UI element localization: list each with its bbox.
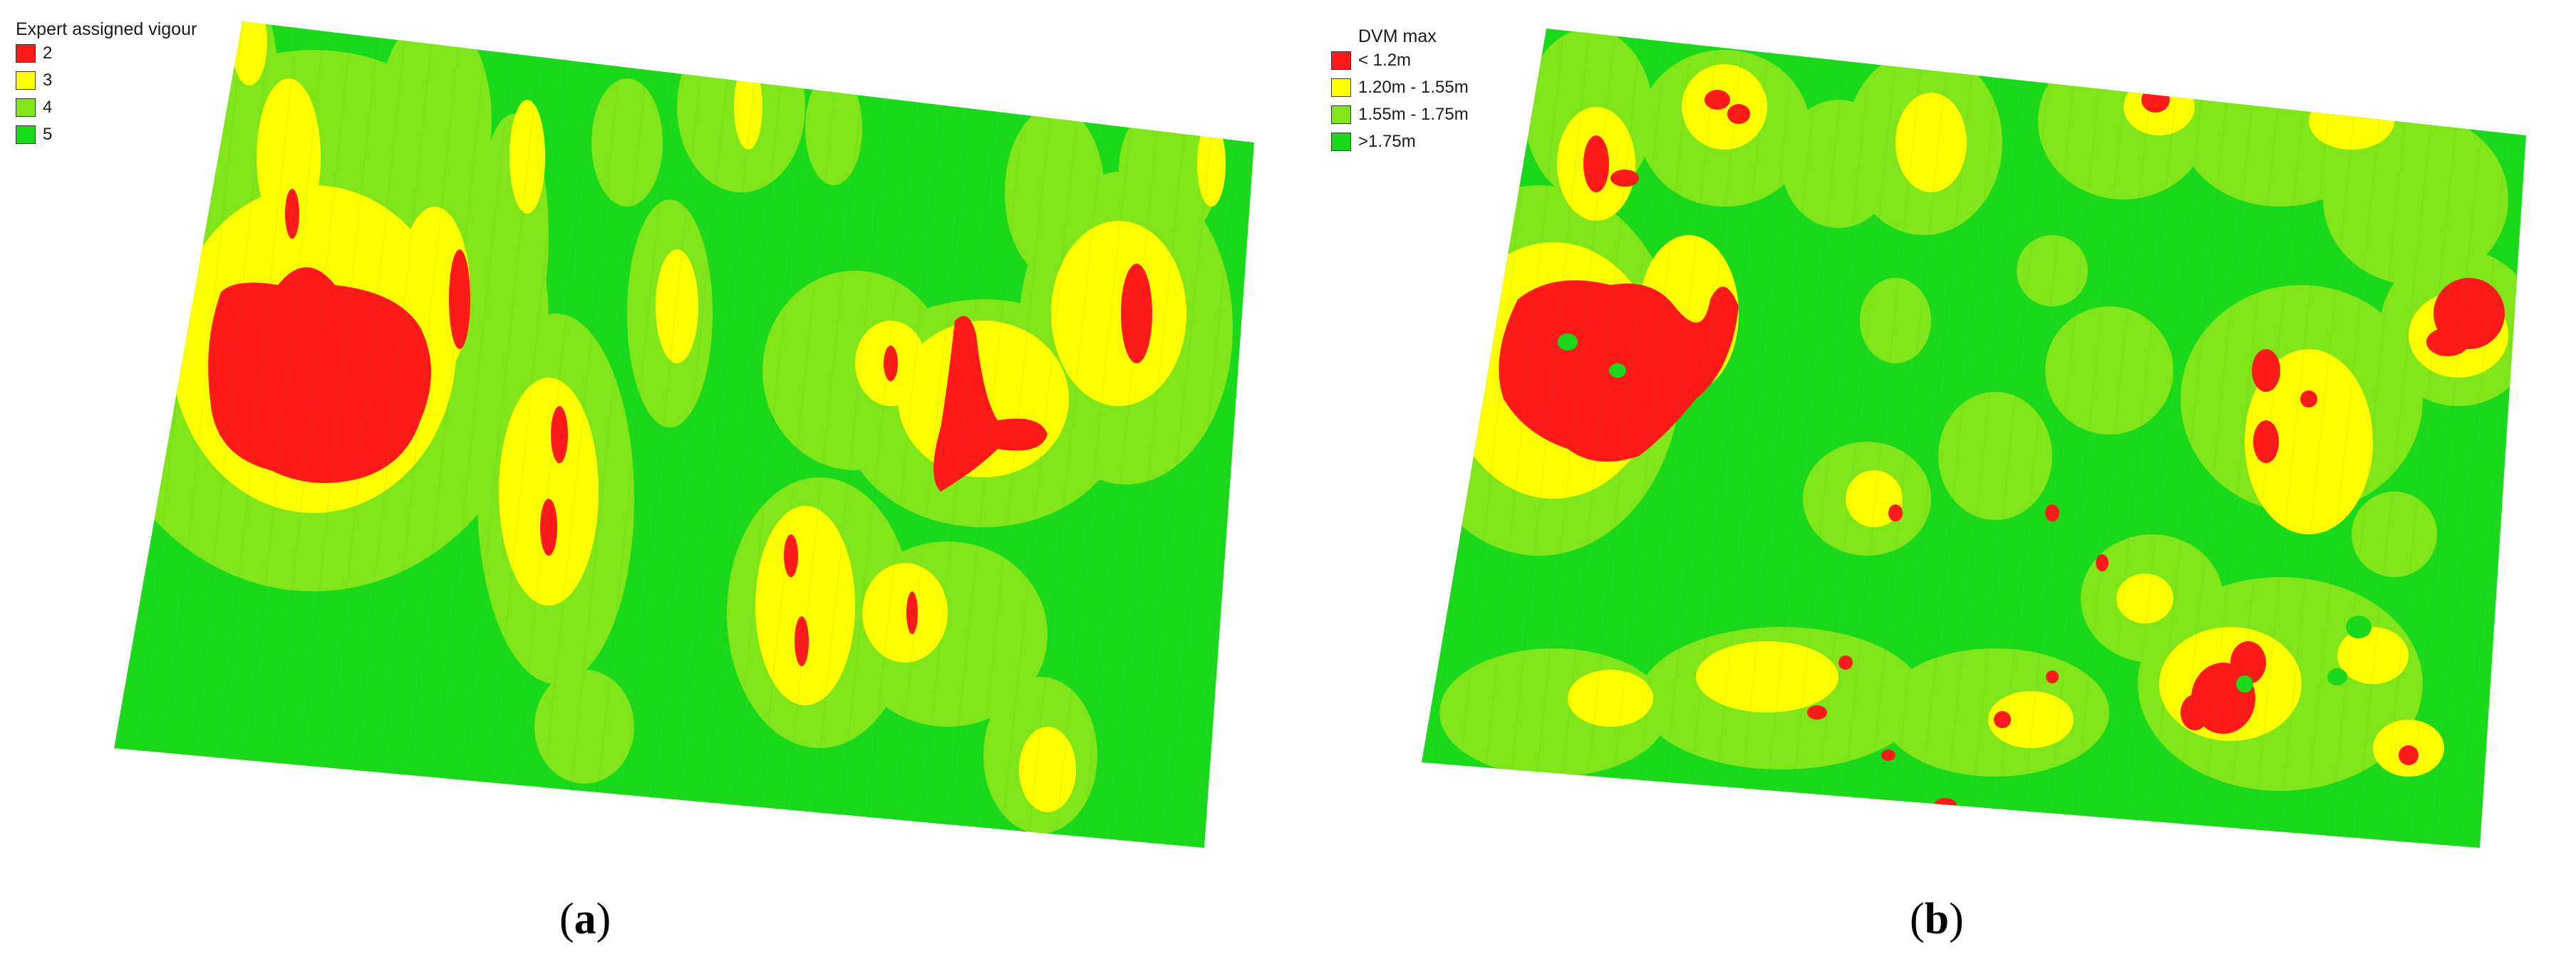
vine-rows-a <box>114 21 1254 848</box>
legend-item-b-3: 1.55m - 1.75m <box>1331 101 1469 128</box>
caption-b-letter: b <box>1924 895 1950 943</box>
legend-a: Expert assigned vigour 2 3 4 5 <box>16 19 197 148</box>
caption-b: (b) <box>1910 894 1964 945</box>
legend-swatch-b-3 <box>1331 105 1351 124</box>
vigour-map-a <box>114 21 1254 848</box>
legend-label-a-4: 5 <box>43 125 53 144</box>
legend-label-a-3: 4 <box>43 98 53 117</box>
legend-swatch-a-2 <box>16 71 36 90</box>
legend-item-b-2: 1.20m - 1.55m <box>1331 74 1469 101</box>
legend-label-b-3: 1.55m - 1.75m <box>1358 105 1469 124</box>
legend-title-b: DVM max <box>1358 26 1437 46</box>
legend-label-b-2: 1.20m - 1.55m <box>1358 78 1469 97</box>
caption-a-open: ( <box>559 895 574 943</box>
caption-b-open: ( <box>1910 895 1925 943</box>
legend-item-a-3: 4 <box>16 94 197 121</box>
legend-label-a-1: 2 <box>43 43 53 63</box>
caption-a-letter: a <box>574 895 596 943</box>
panel-b: DVM max < 1.2m 1.20m - 1.55m 1.55m - 1.7… <box>1283 0 2576 964</box>
legend-item-a-1: 2 <box>16 40 197 67</box>
legend-label-b-1: < 1.2m <box>1358 51 1412 70</box>
legend-swatch-a-4 <box>16 125 36 144</box>
legend-item-b-4: >1.75m <box>1331 128 1469 155</box>
legend-item-a-4: 5 <box>16 121 197 148</box>
vine-rows-b <box>1422 28 2526 848</box>
dvm-map-b <box>1422 28 2526 848</box>
legend-label-b-4: >1.75m <box>1358 132 1416 151</box>
legend-swatch-a-1 <box>16 44 36 63</box>
caption-a: (a) <box>559 894 611 945</box>
legend-swatch-a-3 <box>16 98 36 117</box>
legend-b: DVM max < 1.2m 1.20m - 1.55m 1.55m - 1.7… <box>1331 26 1469 155</box>
legend-item-a-2: 3 <box>16 67 197 94</box>
legend-item-b-1: < 1.2m <box>1331 47 1469 74</box>
legend-swatch-b-1 <box>1331 51 1351 70</box>
legend-swatch-b-4 <box>1331 133 1351 151</box>
legend-label-a-2: 3 <box>43 71 53 90</box>
caption-a-close: ) <box>596 895 611 943</box>
panel-a: Expert assigned vigour 2 3 4 5 (a) <box>0 0 1283 964</box>
legend-title-a: Expert assigned vigour <box>16 19 197 39</box>
caption-b-close: ) <box>1949 895 1964 943</box>
legend-swatch-b-2 <box>1331 78 1351 97</box>
